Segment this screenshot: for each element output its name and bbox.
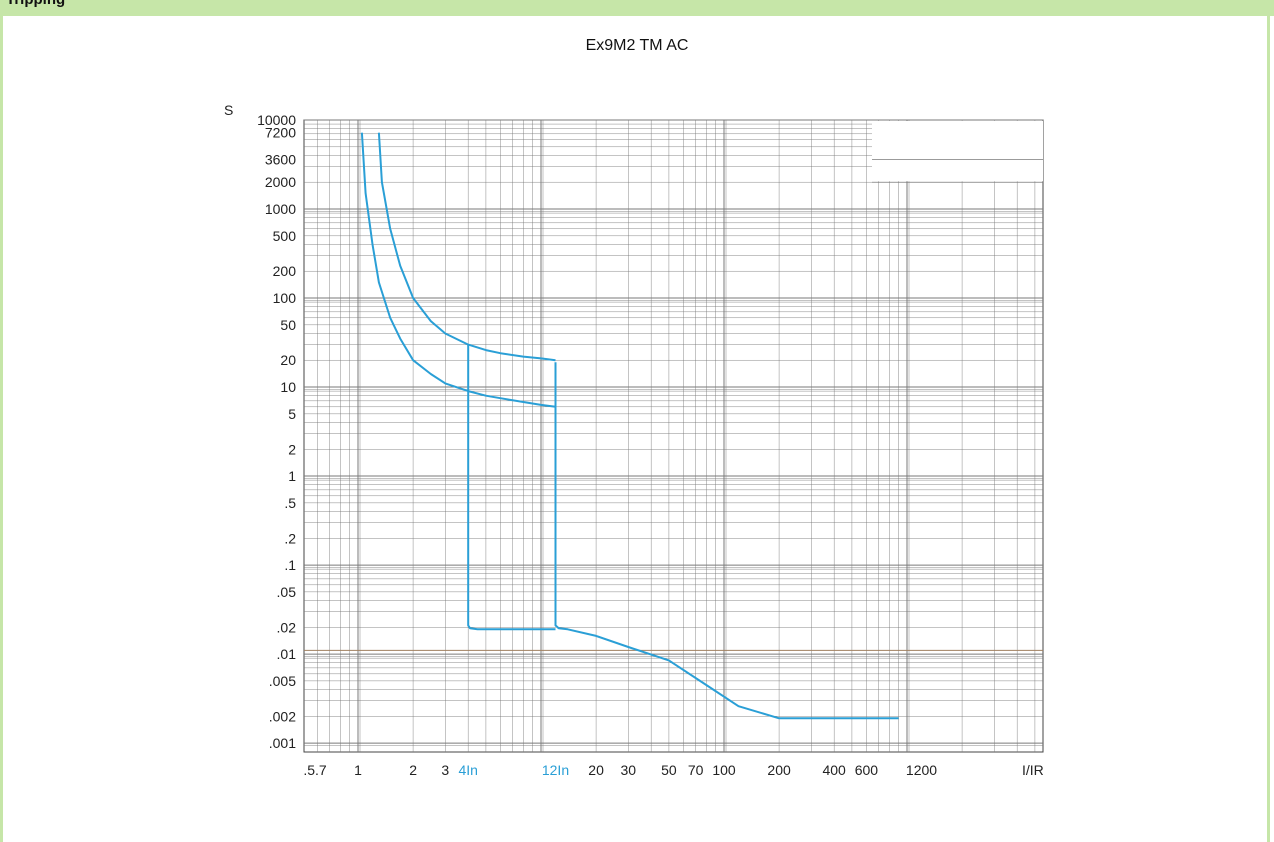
y-tick-label: 2000 <box>265 174 296 190</box>
y-tick-label: 50 <box>280 317 296 333</box>
y-tick-label: .01 <box>277 646 297 662</box>
x-tick-labels: .5.7 1 2 3 4In 12In 20 30 50 70 100 200 400 600 1200 <box>303 762 937 778</box>
y-tick-label: .2 <box>284 530 296 546</box>
x-tick-label: 4In <box>458 762 477 778</box>
y-tick-label: .005 <box>269 673 296 689</box>
y-tick-label: 100 <box>273 290 297 306</box>
y-tick-label: 3600 <box>265 151 296 167</box>
grid-mask <box>872 121 1043 182</box>
x-tick-label: 2 <box>409 762 417 778</box>
x-tick-label: 1200 <box>906 762 937 778</box>
x-tick-label: 20 <box>588 762 604 778</box>
chart-title: Ex9M2 TM AC <box>585 37 689 54</box>
x-tick-label: 200 <box>767 762 791 778</box>
x-tick-label: 30 <box>621 762 637 778</box>
grid <box>303 119 1044 753</box>
plot-border <box>303 119 1044 753</box>
y-tick-label: 20 <box>280 352 296 368</box>
y-tick-label: .05 <box>277 584 297 600</box>
x-tick-label: 70 <box>688 762 704 778</box>
x-tick-label: 50 <box>661 762 677 778</box>
y-tick-label: 1 <box>288 468 296 484</box>
x-tick-label: .5.7 <box>303 762 327 778</box>
header-label: Tripping <box>6 0 65 8</box>
y-tick-label: .001 <box>269 735 296 751</box>
trip-curve-1 <box>377 132 556 362</box>
y-tick-label: .1 <box>284 557 296 573</box>
x-tick-label: 12In <box>542 762 569 778</box>
x-tick-label: 400 <box>822 762 846 778</box>
x-tick-label: 600 <box>855 762 879 778</box>
y-tick-label: 200 <box>273 263 297 279</box>
trip-curve-3 <box>554 362 899 720</box>
y-tick-label: 5 <box>288 406 296 422</box>
x-tick-label: 3 <box>441 762 449 778</box>
y-tick-label: 7200 <box>265 125 296 141</box>
y-tick-label: 10000 <box>257 112 296 128</box>
trip-curve-2 <box>467 344 556 631</box>
trip-curve-0 <box>360 132 556 408</box>
header-bar: Tripping <box>0 0 1274 16</box>
y-tick-label: .5 <box>284 495 296 511</box>
y-tick-label: 1000 <box>265 201 296 217</box>
x-tick-label: 1 <box>354 762 362 778</box>
y-tick-label: .002 <box>269 708 296 724</box>
y-tick-label: 500 <box>273 228 297 244</box>
y-axis-label: S <box>224 102 233 118</box>
y-tick-label: 10 <box>280 379 296 395</box>
x-axis-label: I/IR <box>1022 762 1044 778</box>
y-tick-label: 2 <box>288 441 296 457</box>
x-tick-label: 100 <box>712 762 736 778</box>
y-tick-label: .02 <box>277 619 297 635</box>
curves <box>360 132 899 720</box>
